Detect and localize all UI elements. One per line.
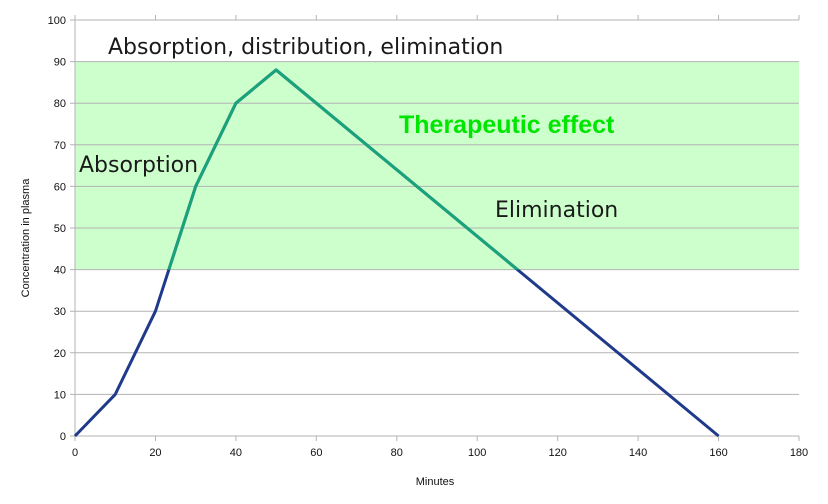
x-tick-labels: 0 20 40 60 80 100 120 140 160 180	[72, 447, 808, 459]
x-tick-label: 0	[72, 447, 78, 459]
y-tick-label: 70	[54, 140, 66, 152]
y-tick-label: 30	[54, 306, 66, 318]
x-tick-label: 100	[468, 447, 486, 459]
x-tick-label: 120	[548, 447, 566, 459]
y-tick-label: 80	[54, 98, 66, 110]
x-tick-label: 140	[629, 447, 647, 459]
y-tick-label: 10	[54, 389, 66, 401]
y-axis-label: Concentration in plasma	[20, 178, 32, 298]
y-tick-label: 100	[48, 15, 66, 27]
concentration-line-inside-band	[167, 68, 520, 270]
grid-lines	[70, 15, 800, 441]
x-tick-label: 40	[230, 447, 242, 459]
therapeutic-band	[75, 61, 799, 270]
annotation-elimination: Elimination	[495, 198, 618, 223]
x-axis-label: Minutes	[416, 476, 455, 488]
y-tick-label: 50	[54, 223, 66, 235]
y-tick-label: 60	[54, 181, 66, 193]
y-tick-label: 20	[54, 348, 66, 360]
therapeutic-effect-label: Therapeutic effect	[399, 111, 615, 139]
y-tick-labels: 0 10 20 30 40 50 60 70 80 90 100	[48, 15, 66, 443]
x-tick-label: 80	[391, 447, 403, 459]
y-tick-label: 0	[60, 431, 66, 443]
annotation-absorption-distribution-elimination: Absorption, distribution, elimination	[108, 35, 503, 60]
x-tick-label: 180	[790, 447, 808, 459]
y-tick-label: 90	[54, 57, 66, 69]
x-tick-label: 160	[709, 447, 727, 459]
x-tick-label: 60	[310, 447, 322, 459]
annotation-absorption: Absorption	[79, 153, 198, 178]
x-tick-label: 20	[149, 447, 161, 459]
y-tick-label: 40	[54, 265, 66, 277]
series-layer	[73, 68, 720, 438]
